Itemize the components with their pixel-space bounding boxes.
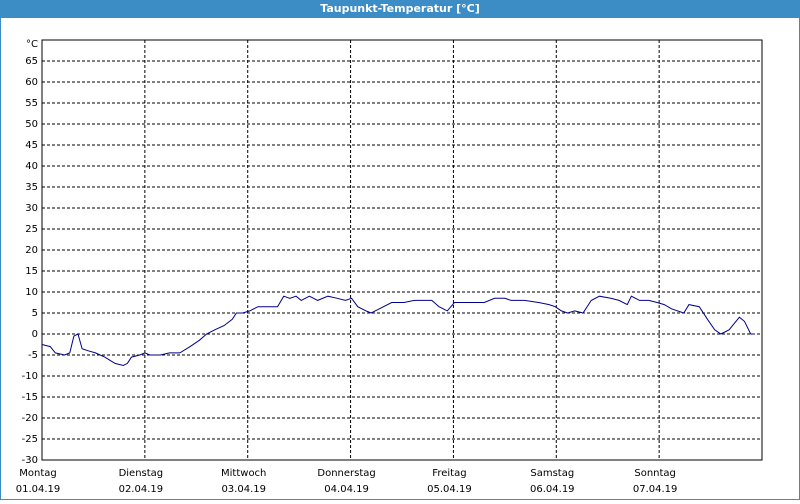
y-tick-label: -10 [22, 371, 38, 382]
y-tick-label: -15 [22, 392, 38, 403]
y-tick-label: 55 [25, 98, 38, 109]
x-tick-date: 01.04.19 [16, 484, 61, 495]
x-tick-label: Montag [19, 468, 56, 479]
x-tick-date: 03.04.19 [221, 484, 266, 495]
y-tick-label: 10 [25, 287, 38, 298]
y-tick-label: 65 [25, 56, 38, 67]
x-tick-date: 06.04.19 [530, 484, 575, 495]
data-line [41, 295, 755, 367]
x-tick-label: Mittwoch [221, 468, 266, 479]
y-tick-label: 15 [25, 266, 38, 277]
y-tick-label: 30 [25, 203, 38, 214]
chart-title: Taupunkt-Temperatur [°C] [320, 2, 480, 15]
x-tick-date: 05.04.19 [427, 484, 472, 495]
x-tick-label: Donnerstag [317, 468, 375, 479]
y-tick-label: 20 [25, 245, 38, 256]
y-tick-label: 50 [25, 119, 38, 130]
y-tick-label: -5 [28, 350, 38, 361]
x-tick-date: 04.04.19 [324, 484, 369, 495]
y-tick-label: 35 [25, 182, 38, 193]
y-tick-label: 5 [32, 308, 38, 319]
y-tick-label: -25 [22, 434, 38, 445]
title-bar [0, 0, 800, 18]
x-tick-date: 07.04.19 [633, 484, 678, 495]
x-tick-label: Dienstag [119, 468, 164, 479]
y-unit: °C [26, 39, 38, 50]
x-tick-label: Samstag [530, 468, 574, 479]
y-tick-label: 25 [25, 224, 38, 235]
y-tick-label: -30 [22, 455, 38, 466]
y-tick-label: 45 [25, 140, 38, 151]
x-tick-date: 02.04.19 [119, 484, 164, 495]
y-tick-label: 40 [25, 161, 38, 172]
y-tick-label: -20 [22, 413, 38, 424]
x-tick-label: Freitag [432, 468, 466, 479]
y-tick-label: 0 [32, 329, 38, 340]
y-tick-label: 60 [25, 77, 38, 88]
x-tick-label: Sonntag [634, 468, 676, 479]
